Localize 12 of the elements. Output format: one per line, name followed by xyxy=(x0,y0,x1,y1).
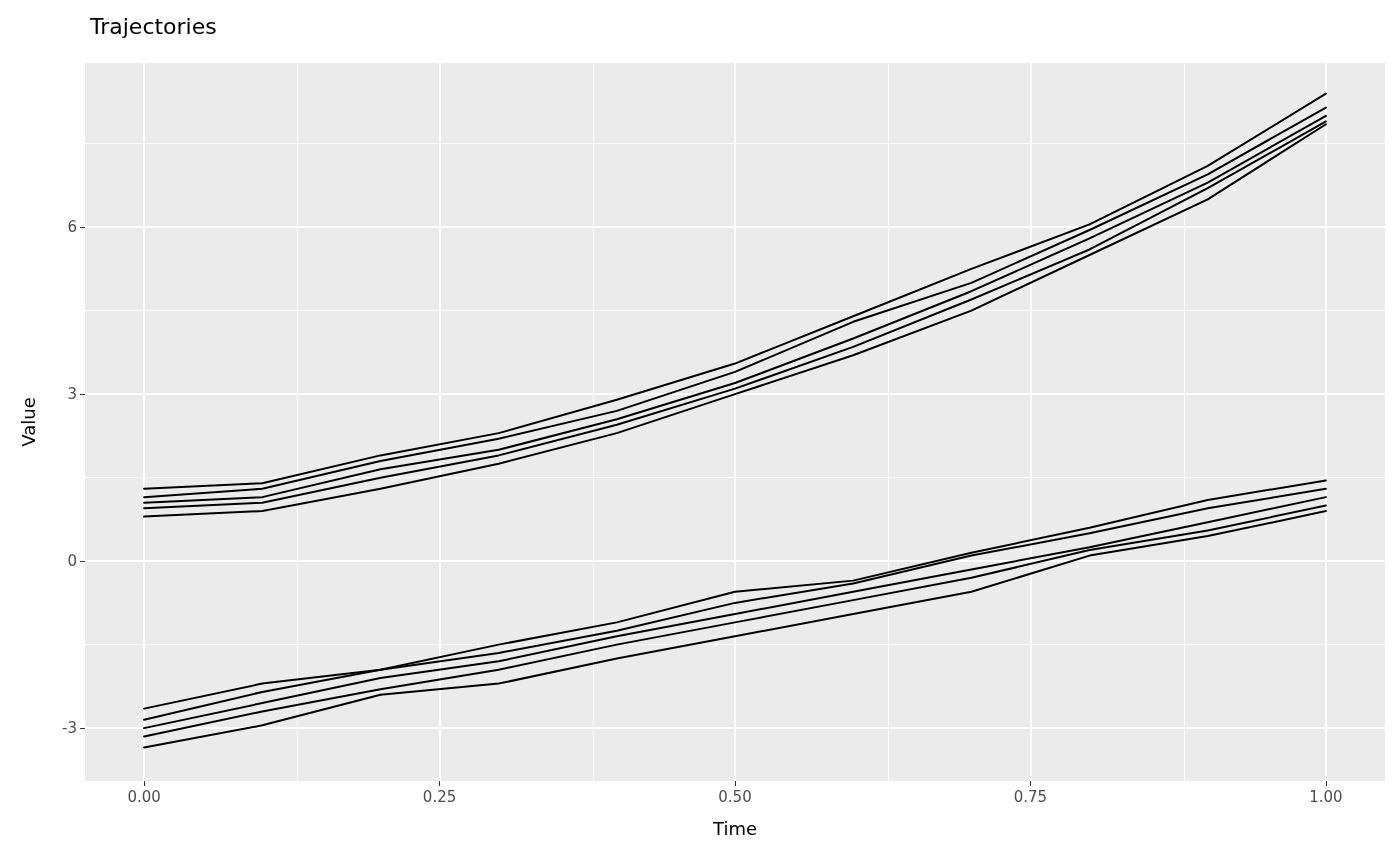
y-tick-label: 3 xyxy=(67,385,77,404)
chart-title: Trajectories xyxy=(89,13,217,39)
y-tick-label: 0 xyxy=(67,552,77,571)
y-axis-title: Value xyxy=(17,397,39,447)
x-tick-label: 0.00 xyxy=(127,787,161,806)
x-tick-label: 1.00 xyxy=(1309,787,1343,806)
y-tick-label: 6 xyxy=(67,218,77,237)
x-tick-label: 0.25 xyxy=(422,787,457,806)
x-axis-title: Time xyxy=(711,817,758,839)
y-tick-label: -3 xyxy=(62,719,77,738)
x-tick-label: 0.50 xyxy=(718,787,752,806)
x-tick-label: 0.75 xyxy=(1013,787,1048,806)
